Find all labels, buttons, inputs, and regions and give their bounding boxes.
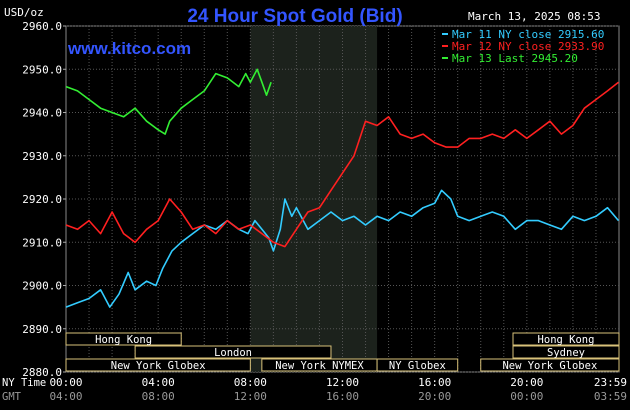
- session-label: New York Globex: [111, 360, 206, 372]
- x-tick-label: 03:59: [594, 390, 627, 403]
- session-label: London: [214, 347, 252, 359]
- x-tick-label: 00:00: [510, 390, 543, 403]
- y-tick-label: 2880.0: [22, 366, 62, 379]
- x-axis-row-label: GMT: [2, 391, 22, 403]
- session-label: New York Globex: [502, 360, 597, 372]
- legend-entry: Mar 12 NY close 2933.90: [452, 40, 604, 53]
- x-axis-row-label: NY Time: [2, 377, 46, 389]
- x-tick-label: 23:59: [594, 376, 627, 389]
- session-box: [134, 345, 332, 359]
- session-box: [480, 358, 620, 372]
- nymex-session-highlight: [250, 26, 378, 372]
- x-tick-label: 04:00: [49, 390, 82, 403]
- y-tick-label: 2930.0: [22, 150, 62, 163]
- x-tick-label: 00:00: [49, 376, 82, 389]
- series-lines: [65, 68, 620, 308]
- session-box: [376, 358, 459, 372]
- session-box: [512, 345, 620, 359]
- x-tick-label: 04:00: [142, 376, 175, 389]
- y-axis-ticks: 2960.0 2950.0 2940.0 2930.0 2920.0 2910.0 2900…: [22, 20, 66, 379]
- legend-entry: Mar 11 NY close 2915.60: [452, 28, 604, 41]
- x-tick-label: 12:00: [234, 390, 267, 403]
- x-tick-label: 20:00: [418, 390, 451, 403]
- x-tick-label: 08:00: [234, 376, 267, 389]
- x-tick-label: 20:00: [510, 376, 543, 389]
- x-tick-label: 16:00: [418, 376, 451, 389]
- units-label: USD/oz: [4, 6, 44, 19]
- x-tick-label: 16:00: [326, 390, 359, 403]
- session-label: Sydney: [547, 347, 585, 359]
- y-tick-label: 2890.0: [22, 323, 62, 336]
- x-tick-label: 08:00: [142, 390, 175, 403]
- session-label: Hong Kong: [538, 334, 595, 346]
- y-tick-label: 2950.0: [22, 63, 62, 76]
- session-label: NY Globex: [389, 360, 446, 372]
- chart-date: March 13, 2025 08:53: [468, 10, 600, 23]
- series-line-1: [65, 189, 620, 308]
- x-axis: NY Time 00:00 04:00 08:00 12:00 16:00 20:00 23:…: [2, 376, 627, 403]
- session-box: [512, 332, 620, 346]
- session-label: Hong Kong: [95, 334, 152, 346]
- chart-title: 24 Hour Spot Gold (Bid): [187, 6, 402, 27]
- legend-entry: Mar 13 Last 2945.20: [452, 52, 578, 65]
- y-tick-label: 2920.0: [22, 193, 62, 206]
- y-tick-label: 2940.0: [22, 107, 62, 120]
- series-line-3: [65, 68, 272, 135]
- session-box: [65, 358, 251, 372]
- series-line-2: [65, 81, 619, 248]
- y-tick-label: 2960.0: [22, 20, 62, 33]
- x-tick-label: 12:00: [326, 376, 359, 389]
- grid-lines: [66, 25, 619, 373]
- site-watermark: www.kitco.com: [67, 39, 191, 58]
- y-tick-label: 2900.0: [22, 280, 62, 293]
- session-box: [65, 332, 182, 346]
- session-label: New York NYMEX: [275, 360, 364, 372]
- y-tick-label: 2910.0: [22, 236, 62, 249]
